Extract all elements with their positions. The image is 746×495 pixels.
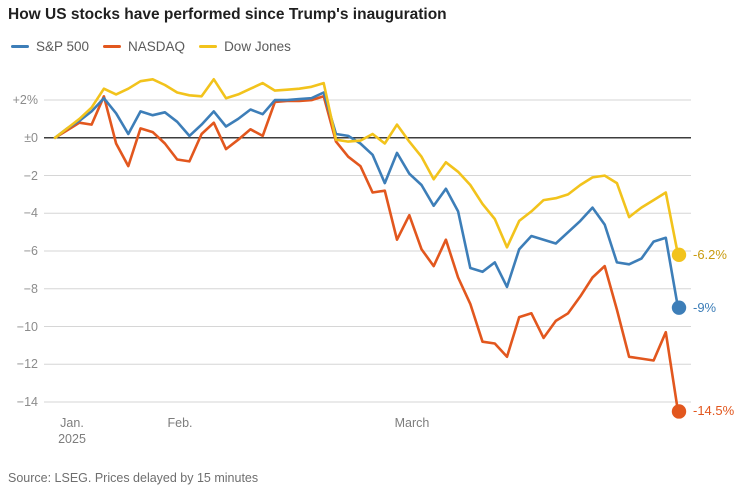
series-end-dot-sp500 [671,300,687,315]
legend-label-sp500: S&P 500 [36,39,90,54]
end-label-dowjones: -6.2% [693,246,727,262]
end-label-sp500: -9% [693,299,717,315]
nasdaq-line-swatch-icon [103,45,122,48]
x-axis-label-march: March [394,416,430,430]
series-line-sp500 [53,91,680,310]
x-axis-label-jan: Jan. 2025 [58,416,86,446]
sp500-line-swatch-icon [11,45,29,48]
y-axis-label: −10 [16,319,38,334]
y-axis-label: −6 [23,244,38,259]
dowjones-line-swatch-icon [199,45,218,48]
legend-label-dowjones: Dow Jones [224,39,291,54]
series-line-dowjones [53,78,680,257]
x-axis-label-feb: Feb. [167,416,193,430]
y-axis-label: −14 [16,395,38,410]
y-axis-label: −12 [16,357,38,372]
series-end-dot-nasdaq [671,404,687,419]
end-label-nasdaq: -14.5% [693,403,735,419]
legend-label-nasdaq: NASDAQ [128,39,186,54]
chart-legend: S&P 500 NASDAQ Dow Jones [11,39,291,54]
y-axis-label: +2% [12,93,38,108]
chart-title: How US stocks have performed since Trump… [8,6,447,23]
y-axis-label: −4 [23,206,38,221]
y-axis-label: ±0 [24,130,38,145]
y-axis-label: −8 [23,281,38,296]
series-line-nasdaq [53,95,680,413]
legend-item-dowjones: Dow Jones [199,39,291,54]
legend-item-nasdaq: NASDAQ [103,39,185,54]
y-axis-label: −2 [23,168,38,183]
legend-item-sp500: S&P 500 [11,39,89,54]
source-note: Source: LSEG. Prices delayed by 15 minut… [8,471,259,485]
chart-plot-canvas [44,78,691,419]
series-end-dot-dowjones [671,247,687,263]
